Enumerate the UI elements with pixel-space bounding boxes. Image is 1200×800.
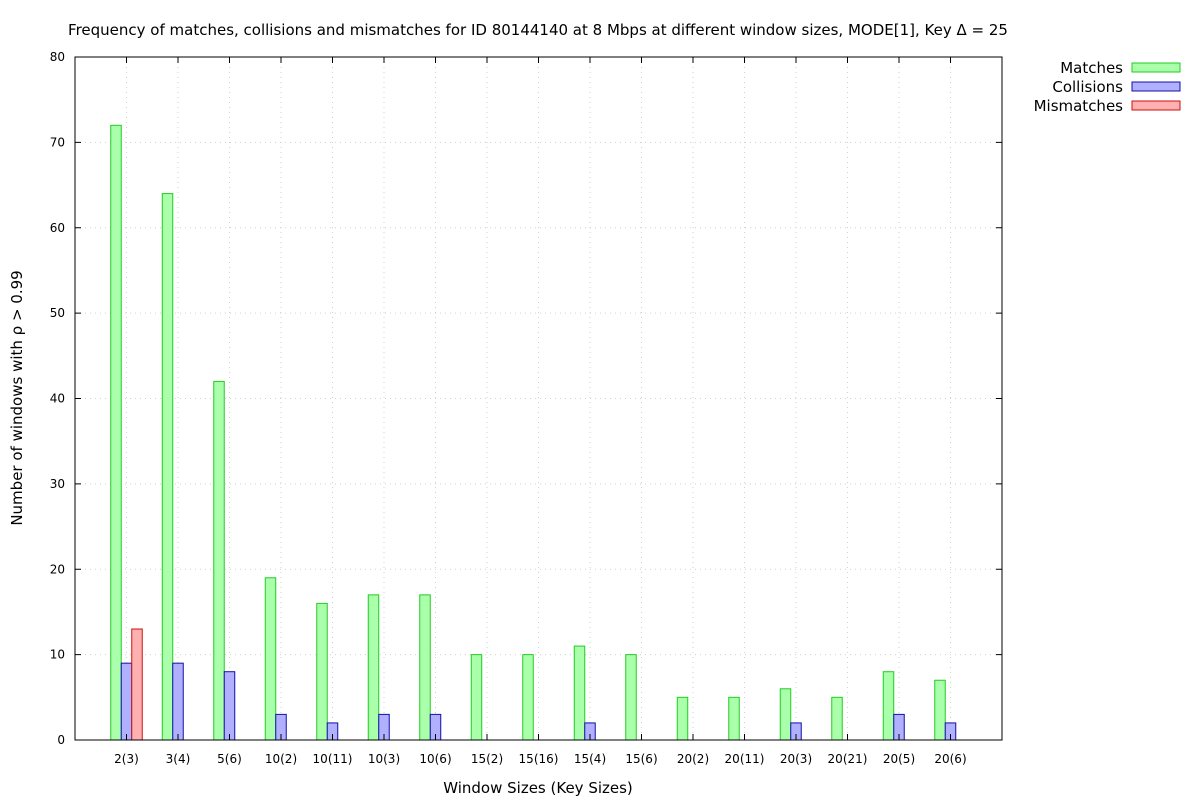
bars-group [110, 124, 957, 741]
x-tick-label: 10(3) [368, 752, 400, 766]
x-tick-label: 20(6) [934, 752, 966, 766]
x-tick-label: 3(4) [166, 752, 191, 766]
bar-mismatches-2(3) [131, 628, 143, 741]
legend-label-collisions: Collisions [1052, 78, 1123, 96]
x-tick-label: 20(5) [883, 752, 915, 766]
x-tick-label: 15(6) [625, 752, 657, 766]
bar-matches-20(2) [676, 696, 689, 741]
x-tick-label: 15(2) [471, 752, 503, 766]
x-tick-label: 10(2) [265, 752, 297, 766]
y-tick-label: 30 [50, 477, 65, 491]
bar-matches-10(3) [367, 594, 380, 741]
bar-matches-20(5) [882, 671, 895, 741]
y-tick-label: 50 [50, 306, 65, 320]
bar-matches-20(21) [831, 696, 843, 741]
x-tick-label: 5(6) [217, 752, 242, 766]
y-axis-ticks: 0 10 20 30 40 50 60 70 80 [50, 50, 1002, 747]
x-tick-label: 15(4) [574, 752, 606, 766]
bar-matches-15(4) [573, 645, 586, 741]
y-tick-label: 20 [50, 562, 65, 576]
x-axis-label: Window Sizes (Key Sizes) [443, 779, 633, 797]
y-tick-label: 10 [50, 648, 65, 662]
x-tick-label: 15(16) [519, 752, 559, 766]
bar-matches-20(6) [934, 679, 946, 741]
x-axis-ticks: 2(3) 3(4) 5(6) 10(2) 10(11) 10(3) 10(6) 15(2) 15… [114, 57, 967, 766]
x-tick-label: 20(21) [828, 752, 868, 766]
y-tick-label: 0 [57, 733, 65, 747]
bar-matches-10(11) [316, 602, 328, 741]
x-tick-label: 20(11) [725, 752, 765, 766]
y-tick-label: 40 [50, 392, 65, 406]
bar-matches-15(2) [470, 654, 483, 741]
bar-matches-10(2) [264, 577, 277, 741]
chart-title: Frequency of matches, collisions and mis… [68, 21, 1008, 39]
x-tick-label: 10(11) [313, 752, 353, 766]
bar-collisions-3(4) [172, 662, 184, 741]
y-tick-label: 60 [50, 221, 65, 235]
bar-collisions-2(3) [120, 662, 133, 741]
bar-matches-5(6) [213, 380, 225, 741]
legend-swatch-matches [1131, 62, 1181, 73]
bar-matches-3(4) [161, 193, 174, 741]
x-tick-label: 20(2) [677, 752, 709, 766]
x-tick-label: 20(3) [780, 752, 812, 766]
x-tick-label: 10(6) [419, 752, 451, 766]
bar-matches-15(6) [625, 654, 637, 741]
y-tick-label: 80 [50, 50, 65, 64]
bar-matches-20(11) [728, 696, 740, 741]
bar-matches-2(3) [110, 124, 122, 741]
legend-label-matches: Matches [1060, 59, 1123, 77]
bar-matches-15(16) [522, 654, 534, 741]
x-tick-label: 2(3) [114, 752, 139, 766]
bar-matches-20(3) [779, 688, 792, 741]
y-axis-label: Number of windows with ρ > 0.99 [8, 270, 26, 525]
y-tick-label: 70 [50, 135, 65, 149]
bar-matches-10(6) [419, 594, 431, 741]
legend-label-mismatches: Mismatches [1034, 97, 1124, 115]
legend-swatch-collisions [1131, 81, 1181, 92]
legend-swatch-mismatches [1131, 100, 1181, 111]
bar-collisions-5(6) [223, 671, 236, 741]
